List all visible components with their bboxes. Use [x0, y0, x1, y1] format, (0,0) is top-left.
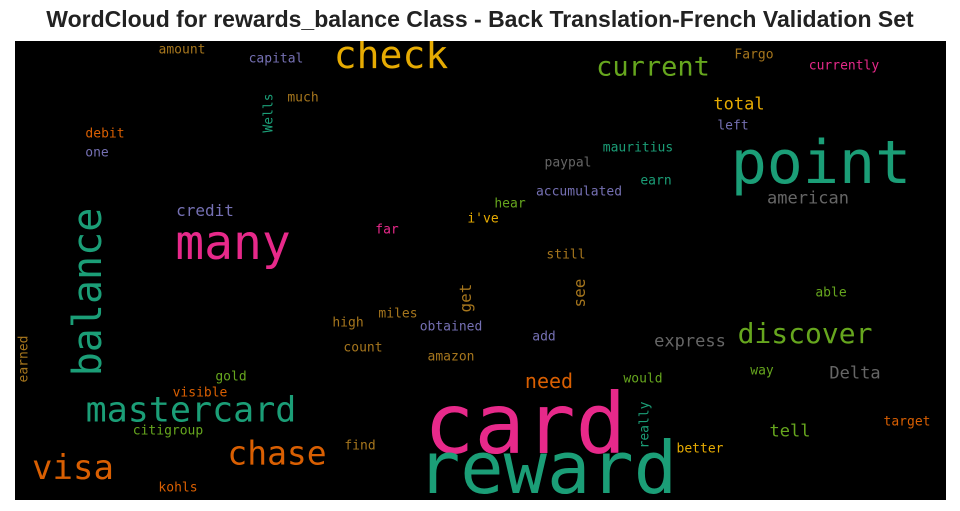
word-one: one — [85, 145, 109, 161]
word-card: card — [423, 375, 627, 473]
word-count: count — [343, 340, 383, 356]
word-would: would — [623, 371, 663, 387]
word-way: way — [750, 363, 774, 379]
word-far: far — [375, 222, 399, 238]
word-hear: hear — [494, 196, 526, 212]
word-amount: amount — [158, 42, 206, 58]
word-current: current — [596, 51, 710, 83]
word-currently: currently — [808, 58, 880, 74]
word-see: see — [570, 278, 589, 308]
word-accumulated: accumulated — [535, 184, 623, 200]
word-mauritius: mauritius — [602, 140, 674, 156]
word-need: need — [524, 369, 574, 393]
word-better: better — [676, 441, 724, 457]
word-really: really — [637, 401, 653, 449]
word-left: left — [717, 118, 749, 134]
word-still: still — [546, 247, 586, 263]
word-reward: reward — [416, 426, 678, 500]
word-earn: earn — [640, 173, 672, 189]
word-chase: chase — [227, 433, 327, 473]
word-kohls: kohls — [158, 480, 198, 496]
word-delta: Delta — [829, 363, 881, 384]
word-express: express — [654, 331, 726, 352]
word-discover: discover — [737, 317, 873, 350]
word-visa: visa — [32, 448, 114, 488]
word-debit: debit — [85, 126, 125, 142]
chart-title: WordCloud for rewards_balance Class - Ba… — [46, 6, 914, 32]
word-miles: miles — [378, 306, 418, 322]
word-mastercard: mastercard — [85, 390, 297, 431]
word-gold: gold — [215, 369, 247, 385]
word-i-ve: i've — [467, 211, 499, 227]
word-fargo: Fargo — [734, 47, 774, 63]
word-add: add — [532, 329, 556, 345]
word-balance: balance — [65, 207, 111, 377]
word-amazon: amazon — [427, 349, 475, 365]
word-wells: Wells — [261, 93, 277, 133]
word-american: american — [767, 188, 849, 209]
word-find: find — [344, 438, 376, 454]
word-credit: credit — [176, 201, 234, 220]
word-tell: tell — [769, 421, 811, 442]
word-visible: visible — [172, 385, 228, 401]
word-paypal: paypal — [544, 155, 592, 171]
word-target: target — [883, 414, 931, 430]
word-check: check — [333, 41, 449, 77]
word-total: total — [713, 94, 765, 115]
word-capital: capital — [248, 51, 304, 67]
word-citigroup: citigroup — [132, 423, 204, 439]
word-obtained: obtained — [419, 319, 483, 335]
word-high: high — [332, 315, 364, 331]
word-able: able — [815, 285, 847, 301]
word-much: much — [287, 90, 319, 106]
word-many: many — [175, 215, 291, 271]
word-cloud: card reward point many balance check mastercar… — [15, 41, 946, 500]
word-earned: earned — [16, 335, 32, 383]
word-point: point — [730, 128, 912, 198]
word-get: get — [456, 283, 475, 313]
